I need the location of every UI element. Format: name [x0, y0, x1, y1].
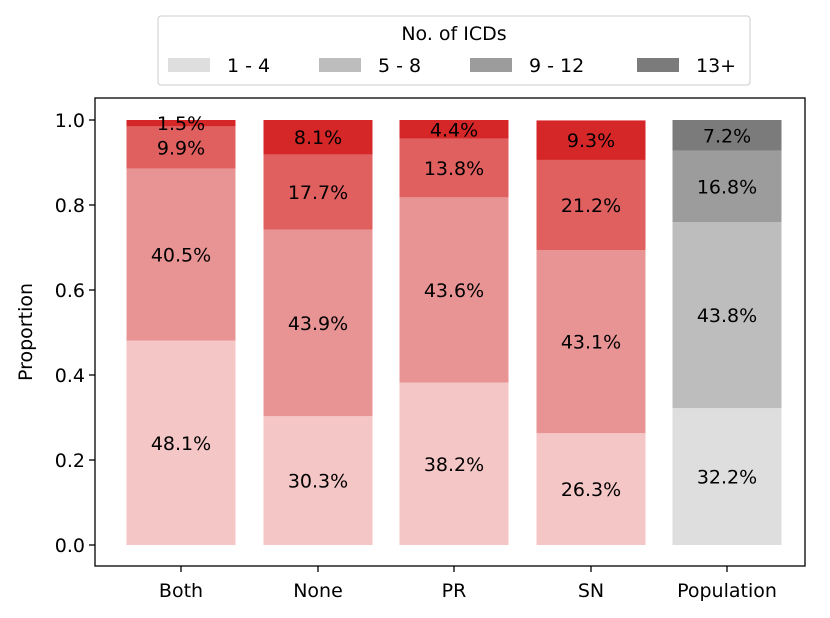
bar-segment — [126, 168, 236, 341]
bar-data-label: 30.3% — [288, 471, 348, 493]
bar-data-label: 32.2% — [697, 467, 757, 489]
x-tick-label: Population — [677, 580, 777, 602]
legend-swatch — [319, 58, 361, 72]
bar-data-label: 16.8% — [697, 176, 757, 198]
bar-data-label: 7.2% — [703, 125, 751, 147]
bar-data-label: 43.6% — [424, 280, 484, 302]
bar-data-label: 4.4% — [430, 119, 478, 141]
bar-data-label: 9.3% — [567, 130, 615, 152]
bar-segment — [672, 408, 782, 545]
x-tick-label: SN — [578, 580, 604, 602]
bar-segment — [399, 138, 509, 198]
legend-label: 5 - 8 — [378, 55, 421, 77]
y-tick-label: 0.6 — [55, 280, 85, 302]
bar-data-label: 9.9% — [157, 137, 205, 159]
bar-segment — [126, 340, 236, 545]
plot-frame — [94, 97, 806, 567]
bar-segment — [126, 120, 236, 127]
bar-segment — [263, 416, 373, 545]
bar-segment — [263, 154, 373, 230]
bar-data-label: 48.1% — [151, 433, 211, 455]
y-tick-label: 0.4 — [55, 365, 85, 387]
bar-segment — [536, 433, 646, 545]
bar-data-label: 43.1% — [561, 332, 621, 354]
y-tick-label: 0.0 — [55, 535, 85, 557]
bar-data-label: 13.8% — [424, 158, 484, 180]
legend: No. of ICDs 1 - 4 5 - 8 9 - 12 13+ — [157, 15, 751, 86]
legend-swatch — [168, 58, 210, 72]
bar-data-label: 43.9% — [288, 313, 348, 335]
bar-data-label: 17.7% — [288, 182, 348, 204]
legend-frame — [157, 15, 751, 86]
x-tick-label: Both — [159, 580, 203, 602]
bar-data-label: 1.5% — [157, 113, 205, 135]
y-axis: 0.0 0.2 0.4 0.6 0.8 1.0 — [55, 110, 95, 557]
bar-segment — [672, 222, 782, 409]
bar-segment — [399, 382, 509, 545]
bar-segment — [399, 197, 509, 383]
x-tick-label: PR — [442, 580, 467, 602]
legend-label: 13+ — [696, 55, 736, 77]
bar-segment — [672, 150, 782, 222]
bar-data-label: 26.3% — [561, 479, 621, 501]
bar-segment — [263, 229, 373, 417]
bar-data-label: 21.2% — [561, 195, 621, 217]
y-axis-label: Proportion — [15, 283, 37, 381]
legend-label: 1 - 4 — [227, 55, 270, 77]
bar-segment — [263, 120, 373, 155]
bar-data-label: 8.1% — [294, 127, 342, 149]
y-tick-label: 1.0 — [55, 110, 85, 132]
x-axis: Both None PR SN Population — [159, 566, 777, 602]
bar-data-label: 40.5% — [151, 245, 211, 267]
legend-title: No. of ICDs — [401, 23, 506, 45]
bar-segment — [672, 120, 782, 151]
y-tick-label: 0.8 — [55, 195, 85, 217]
bar-data-label: 38.2% — [424, 454, 484, 476]
y-tick-label: 0.2 — [55, 450, 85, 472]
bar-segment — [399, 120, 509, 139]
bar-segment — [536, 159, 646, 251]
legend-label: 9 - 12 — [529, 55, 584, 77]
bar-data-label: 43.8% — [697, 305, 757, 327]
bar-segment — [126, 126, 236, 169]
bar-segment — [536, 120, 646, 160]
bar-segment — [536, 250, 646, 434]
legend-swatch — [470, 58, 512, 72]
legend-swatch — [637, 58, 679, 72]
x-tick-label: None — [293, 580, 343, 602]
